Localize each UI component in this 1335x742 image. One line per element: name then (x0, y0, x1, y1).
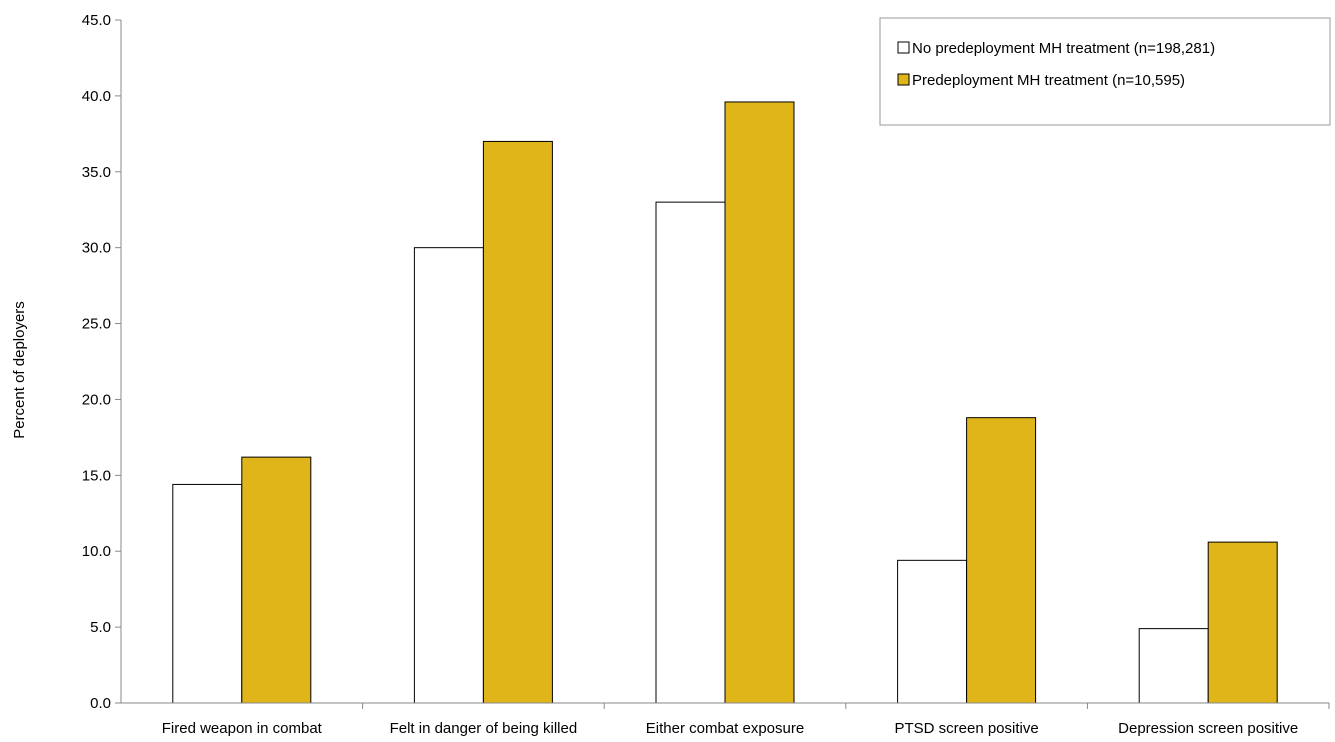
x-category-label: Either combat exposure (646, 720, 804, 737)
y-tick-label: 45.0 (82, 12, 111, 29)
x-category-label: PTSD screen positive (894, 720, 1038, 737)
bar-no-treatment (1138, 628, 1209, 704)
bar-treatment (482, 140, 553, 704)
legend-box (879, 17, 1331, 126)
y-tick-label: 5.0 (90, 619, 111, 636)
y-axis-title: Percent of deployers (11, 301, 28, 439)
bar-no-treatment (172, 483, 243, 704)
y-tick-label: 35.0 (82, 164, 111, 181)
legend-swatch (897, 41, 910, 54)
bar-treatment (1207, 541, 1278, 704)
x-category-label: Fired weapon in combat (162, 720, 323, 737)
y-tick-label: 15.0 (82, 467, 111, 484)
bars (172, 101, 1278, 704)
y-tick-label: 0.0 (90, 695, 111, 712)
x-category-label: Felt in danger of being killed (390, 720, 578, 737)
y-tick-label: 30.0 (82, 240, 111, 257)
y-tick-label: 25.0 (82, 316, 111, 333)
legend: No predeployment MH treatment (n=198,281… (879, 17, 1331, 126)
bar-no-treatment (897, 559, 968, 704)
bar-treatment (724, 101, 795, 704)
legend-label: No predeployment MH treatment (n=198,281… (912, 40, 1215, 57)
y-tick-label: 10.0 (82, 543, 111, 560)
y-tick-label: 20.0 (82, 391, 111, 408)
y-axis-ticks: 0.0 5.0 10.0 15.0 20.0 25.0 30.0 35.0 40.0 45.0 (82, 12, 121, 712)
bar-no-treatment (655, 201, 726, 704)
x-category-label: Depression screen positive (1118, 720, 1298, 737)
bar-treatment (241, 456, 312, 704)
legend-swatch (897, 73, 910, 86)
legend-label: Predeployment MH treatment (n=10,595) (912, 72, 1185, 89)
bar-treatment (966, 417, 1037, 704)
y-tick-label: 40.0 (82, 88, 111, 105)
x-axis-ticks: Fired weapon in combat Felt in danger of … (162, 703, 1330, 737)
bar-no-treatment (413, 247, 484, 704)
